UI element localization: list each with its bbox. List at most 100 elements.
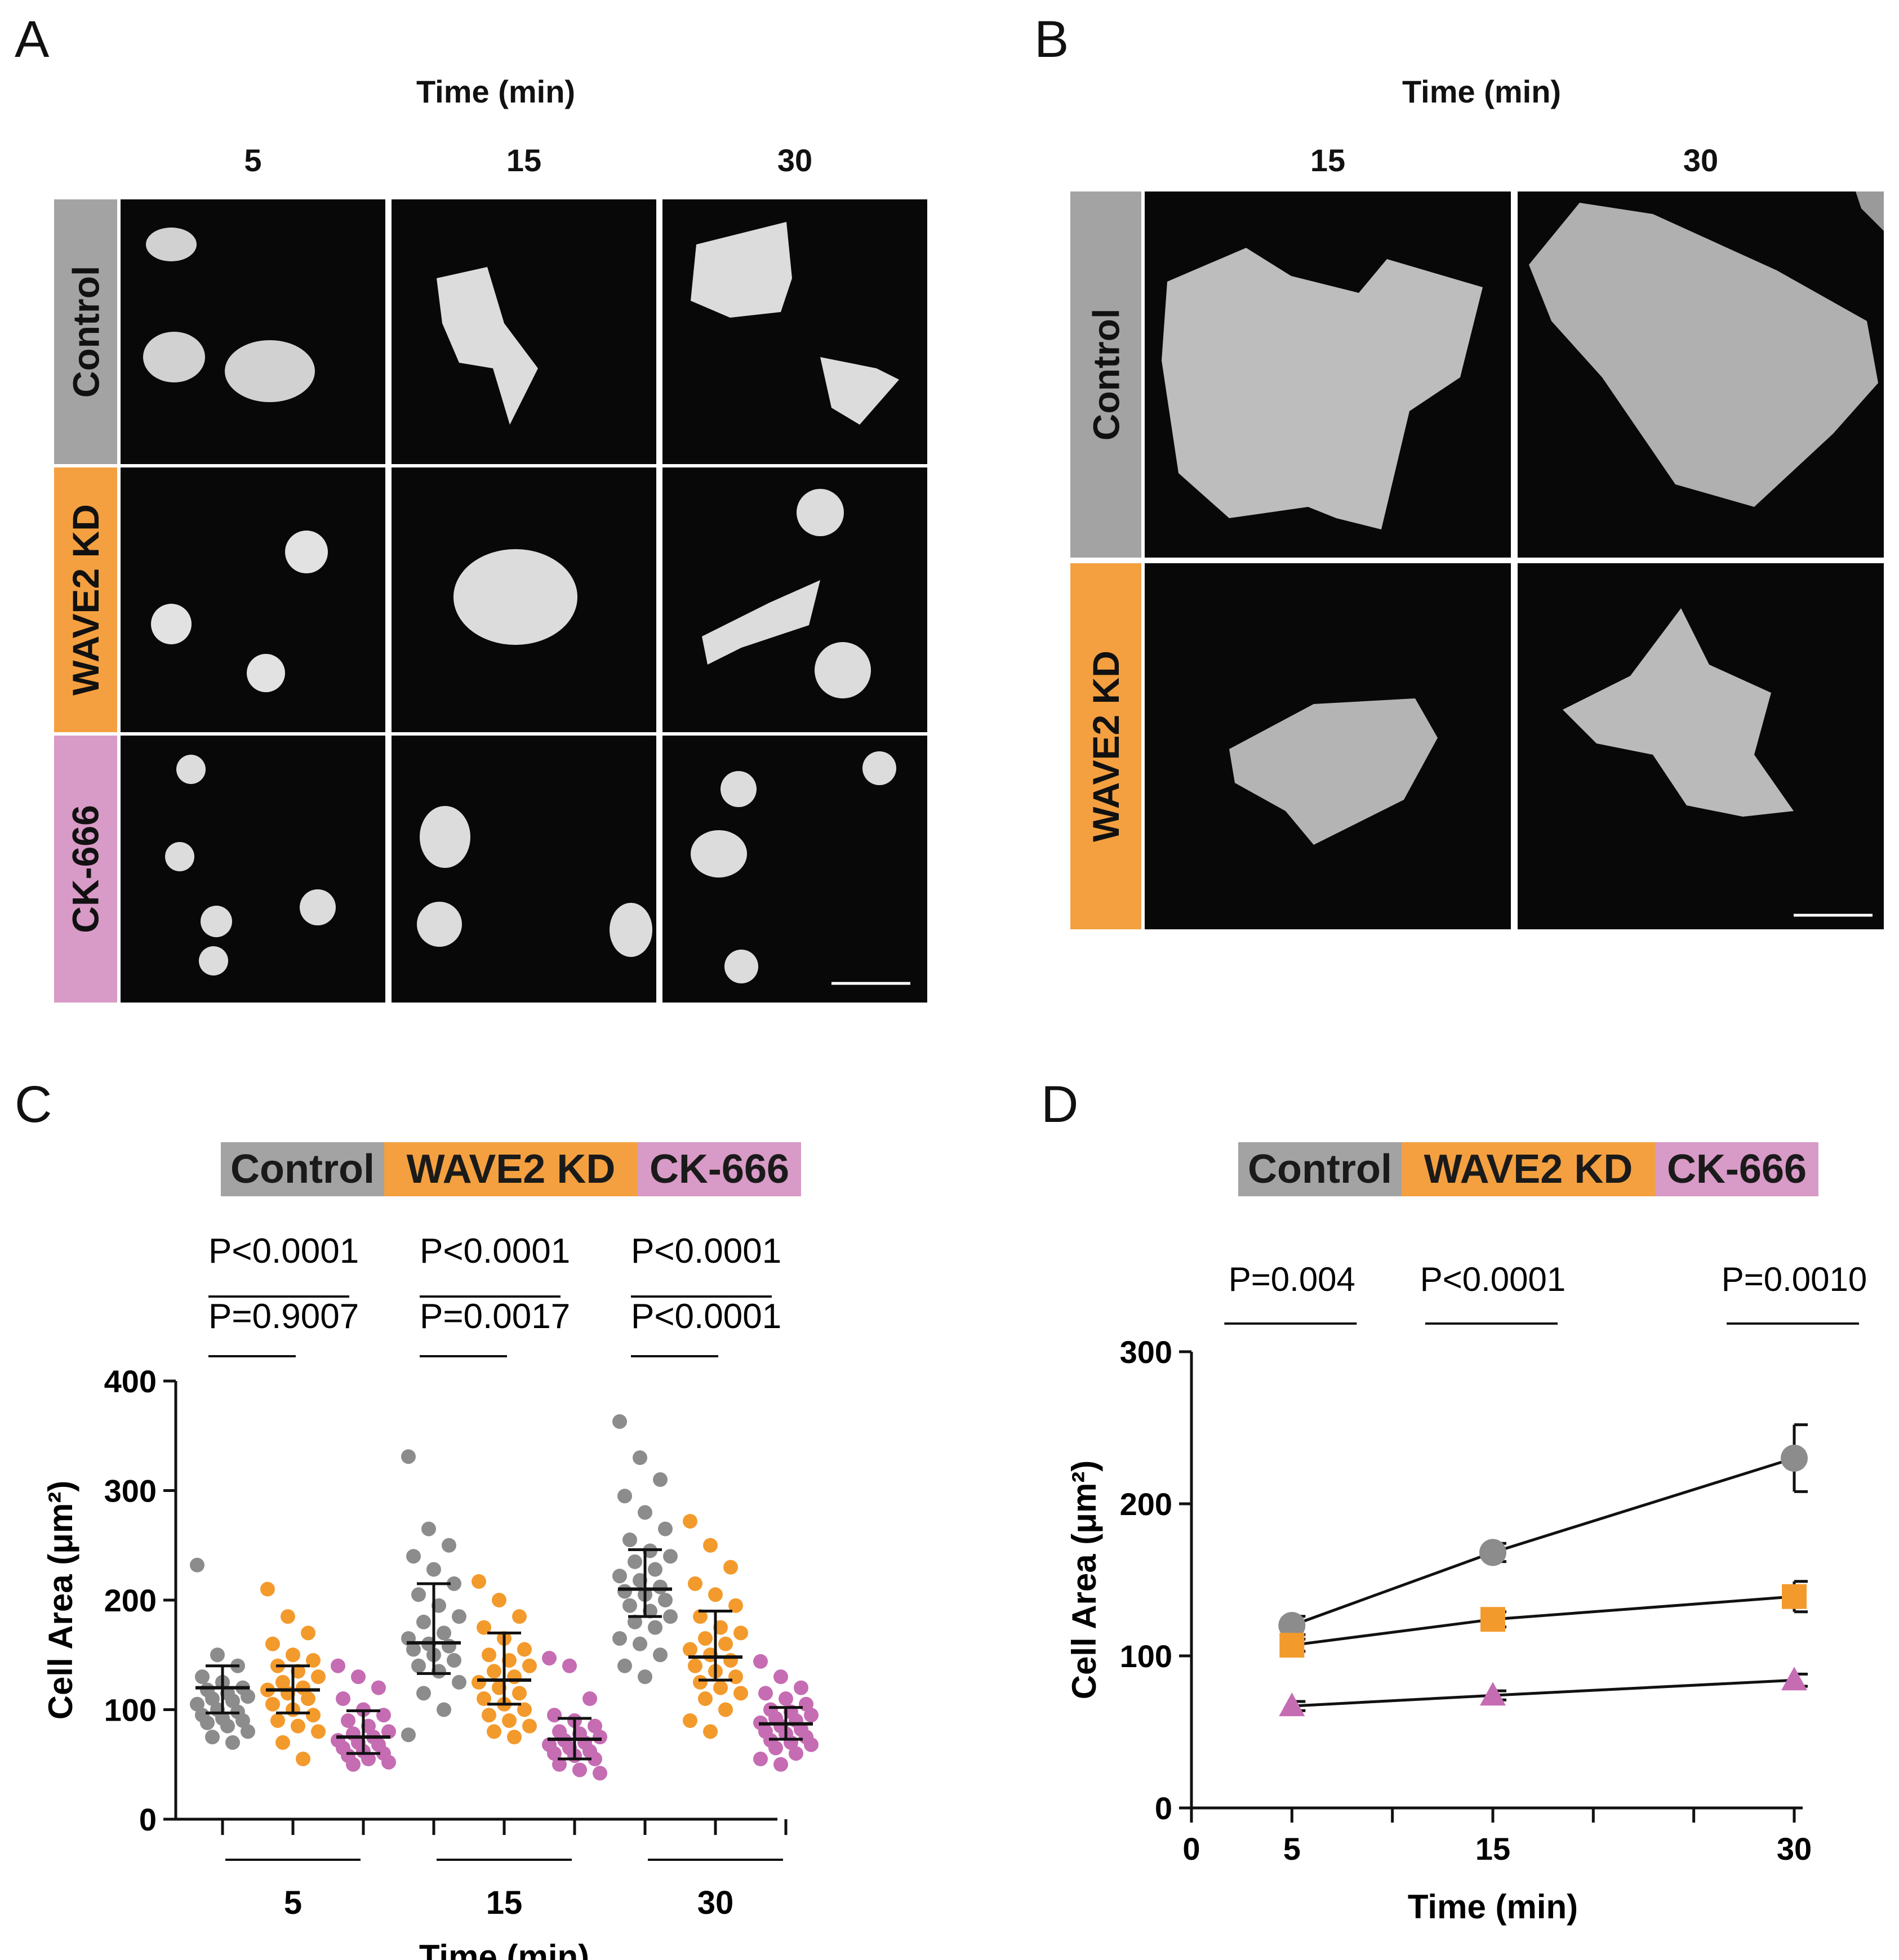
micrograph-b-control-30 <box>1518 191 1884 558</box>
c-data-point <box>683 1513 697 1529</box>
c-data-point <box>663 1609 678 1624</box>
c-data-point <box>210 1647 225 1663</box>
c-data-point <box>648 1620 662 1635</box>
c-data-point <box>547 1746 562 1761</box>
d-marker-triangle <box>1279 1692 1305 1717</box>
c-data-point <box>517 1702 532 1717</box>
c-data-point <box>733 1625 748 1641</box>
d-marker-square <box>1782 1584 1807 1609</box>
c-data-point <box>306 1652 321 1668</box>
c-data-point <box>688 1576 702 1591</box>
c-data-point <box>336 1691 350 1707</box>
c-data-point <box>442 1638 456 1654</box>
c-ytick-label: 200 <box>104 1583 157 1618</box>
d-marker-circle <box>1278 1612 1306 1639</box>
micrograph-a-ck666-15 <box>392 736 656 1003</box>
panel-d-legend-wave2: WAVE2 KD <box>1402 1142 1655 1196</box>
c-data-point <box>275 1735 290 1750</box>
panel-d-legend-control: Control <box>1238 1142 1402 1196</box>
c-data-point <box>311 1724 326 1739</box>
d-ytick-label: 100 <box>1120 1638 1172 1674</box>
c-pvalue-bottom: P<0.0001 <box>631 1297 781 1336</box>
c-data-point <box>190 1557 204 1573</box>
c-ytick-label: 0 <box>139 1802 157 1837</box>
c-pvalue-top: P<0.0001 <box>631 1232 781 1271</box>
c-data-point <box>220 1718 235 1734</box>
d-y-axis-label: Cell Area (μm²) <box>1065 1460 1103 1700</box>
c-data-point <box>663 1549 678 1564</box>
c-data-point <box>296 1752 310 1767</box>
c-data-point <box>265 1636 280 1651</box>
c-data-point <box>406 1549 421 1564</box>
c-group-label: 15 <box>486 1885 523 1921</box>
c-data-point <box>628 1614 642 1629</box>
c-data-point <box>638 1669 652 1685</box>
d-ytick-label: 0 <box>1155 1790 1172 1826</box>
c-data-point <box>773 1669 788 1685</box>
c-data-point <box>698 1631 713 1646</box>
c-data-point <box>477 1691 491 1707</box>
c-data-point <box>346 1757 361 1772</box>
c-data-point <box>753 1654 768 1669</box>
c-data-point <box>593 1766 607 1781</box>
d-ytick-label: 300 <box>1120 1334 1172 1370</box>
c-data-point <box>768 1740 783 1756</box>
c-data-point <box>758 1686 773 1701</box>
c-data-point <box>713 1680 728 1695</box>
c-data-point <box>723 1560 738 1575</box>
panel-c-legend-ck666: CK-666 <box>638 1142 801 1196</box>
c-data-point <box>416 1614 431 1629</box>
panel-a-time-title: Time (min) <box>416 74 576 109</box>
c-data-point <box>426 1562 441 1577</box>
c-data-point <box>260 1582 275 1597</box>
c-data-point <box>477 1620 491 1635</box>
micrograph-b-wave2-15 <box>1145 563 1511 929</box>
c-ytick-label: 400 <box>104 1364 157 1399</box>
c-data-point <box>331 1658 345 1673</box>
c-data-point <box>728 1669 743 1685</box>
micrograph-a-control-30 <box>662 199 927 464</box>
micrograph-a-control-5 <box>121 199 385 464</box>
micrograph-a-wave2-15 <box>392 467 656 732</box>
panel-a-row-ck666: CK-666 <box>54 736 117 1003</box>
panel-b-row-control-label: Control <box>1085 308 1127 441</box>
panel-a-col-15: 15 <box>506 142 542 178</box>
c-data-point <box>512 1609 527 1624</box>
c-group-label: 5 <box>284 1885 302 1921</box>
panel-d-chart: 0 100 200 300 0 5 15 30 Cell Area (μm²) Time (min… <box>1065 1260 1867 1926</box>
c-data-point <box>487 1724 501 1739</box>
micrograph-a-ck666-30 <box>662 736 927 1003</box>
d-marker-triangle <box>1480 1682 1506 1706</box>
panel-b-row-wave2-label: WAVE2 KD <box>1085 651 1127 842</box>
c-data-point <box>205 1691 220 1707</box>
c-data-point <box>693 1609 708 1624</box>
c-data-point <box>648 1562 662 1577</box>
c-data-point <box>411 1587 426 1602</box>
c-pvalue-bottom: P=0.0017 <box>420 1297 570 1336</box>
c-data-point <box>437 1702 451 1717</box>
c-data-point <box>225 1735 240 1750</box>
c-data-point <box>286 1647 300 1663</box>
c-pvalue-bottom: P=0.9007 <box>208 1297 359 1336</box>
c-data-point <box>733 1686 748 1701</box>
c-data-point <box>688 1658 702 1673</box>
c-data-point <box>482 1647 496 1663</box>
d-pvalue: P=0.004 <box>1229 1260 1355 1298</box>
c-group-label: 30 <box>697 1885 734 1921</box>
c-data-point <box>547 1708 562 1723</box>
c-data-point <box>270 1713 285 1728</box>
micrograph-a-wave2-30 <box>662 467 927 732</box>
d-marker-triangle <box>1781 1667 1807 1691</box>
panel-a-col-30: 30 <box>777 142 813 178</box>
c-data-point <box>683 1713 697 1728</box>
c-pvalue-top: P<0.0001 <box>420 1232 570 1271</box>
c-x-axis-label: Time (min) <box>419 1938 589 1960</box>
c-data-point <box>612 1414 627 1429</box>
micrograph-a-control-15 <box>392 199 656 464</box>
c-pvalue-top: P<0.0001 <box>208 1232 359 1271</box>
panel-b-letter: B <box>1034 11 1069 68</box>
c-data-point <box>633 1450 647 1465</box>
c-data-point <box>522 1718 537 1734</box>
c-data-point <box>447 1652 461 1668</box>
c-data-point <box>306 1708 321 1723</box>
